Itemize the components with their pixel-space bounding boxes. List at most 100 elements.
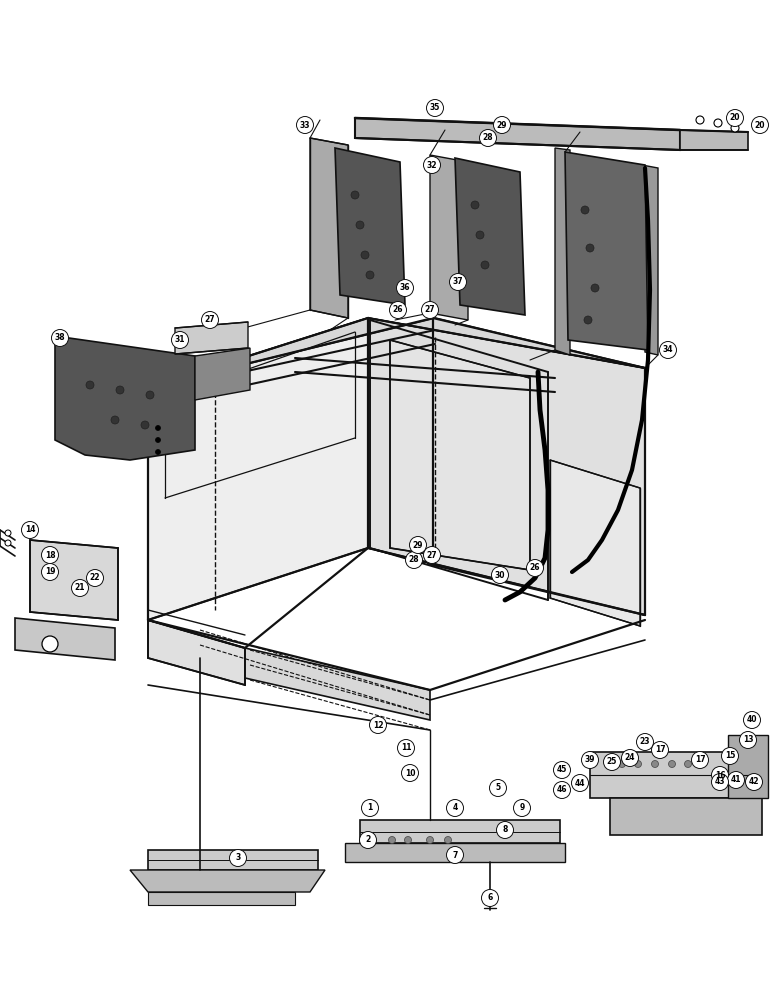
Polygon shape [430,155,468,320]
Polygon shape [455,158,525,315]
Text: 18: 18 [45,550,56,560]
Text: 3: 3 [235,854,241,862]
Circle shape [52,330,69,347]
Circle shape [42,564,59,580]
Text: 4: 4 [452,804,458,812]
Polygon shape [642,165,658,355]
Text: 1: 1 [367,804,373,812]
Circle shape [360,832,377,848]
Circle shape [636,734,654,750]
Circle shape [726,109,743,126]
Circle shape [388,836,395,844]
Polygon shape [550,460,640,626]
Text: 9: 9 [520,804,525,812]
Text: 38: 38 [55,334,66,342]
Circle shape [449,273,466,290]
Text: 10: 10 [405,768,415,778]
Circle shape [366,271,374,279]
Text: 12: 12 [373,720,383,730]
Polygon shape [590,752,758,798]
Polygon shape [148,850,318,870]
Text: 16: 16 [715,770,725,780]
Circle shape [727,772,744,788]
Circle shape [361,251,369,259]
Circle shape [146,391,154,399]
Text: 28: 28 [408,556,419,564]
Text: 37: 37 [452,277,463,286]
Text: 7: 7 [452,850,458,859]
Circle shape [712,766,729,784]
Circle shape [155,438,161,442]
Circle shape [86,381,94,389]
Circle shape [746,774,763,790]
Circle shape [489,780,506,796]
Text: 5: 5 [496,784,500,792]
Text: 45: 45 [557,766,567,774]
Polygon shape [355,118,680,150]
Polygon shape [15,618,115,660]
Circle shape [296,116,313,133]
Text: 29: 29 [496,120,507,129]
Text: 22: 22 [90,574,100,582]
Circle shape [492,566,509,584]
Circle shape [554,782,571,798]
Circle shape [398,740,415,756]
Circle shape [42,546,59,564]
Circle shape [581,206,589,214]
Polygon shape [390,340,530,570]
Circle shape [685,760,692,768]
Circle shape [696,116,704,124]
Text: 29: 29 [413,540,423,550]
Text: 14: 14 [25,526,36,534]
Text: 33: 33 [300,120,310,129]
Polygon shape [345,843,565,862]
Circle shape [229,850,246,866]
Text: 40: 40 [747,716,757,724]
Circle shape [618,760,625,768]
Circle shape [635,760,642,768]
Circle shape [397,279,414,296]
Circle shape [446,846,463,863]
Text: 8: 8 [503,826,508,834]
Text: 34: 34 [662,346,673,355]
Polygon shape [555,148,570,355]
Circle shape [356,221,364,229]
Text: 17: 17 [655,746,665,754]
Text: 39: 39 [584,756,595,764]
Circle shape [42,636,58,652]
Circle shape [476,231,484,239]
Circle shape [652,760,659,768]
Circle shape [422,302,438,318]
Polygon shape [610,798,762,835]
Circle shape [141,421,149,429]
Circle shape [513,800,530,816]
Text: 20: 20 [730,113,740,122]
Circle shape [361,800,378,816]
Polygon shape [130,870,325,892]
Circle shape [171,332,188,349]
Polygon shape [175,322,248,354]
Text: 36: 36 [400,284,410,292]
Text: 28: 28 [482,133,493,142]
Circle shape [111,416,119,424]
Text: 20: 20 [755,120,765,129]
Text: 17: 17 [695,756,706,764]
Text: 19: 19 [45,568,56,576]
Text: 41: 41 [731,776,741,784]
Circle shape [426,836,434,844]
Circle shape [481,261,489,269]
Circle shape [446,800,463,816]
Circle shape [426,100,443,116]
Circle shape [116,386,124,394]
Circle shape [496,822,513,838]
Circle shape [401,764,418,782]
Circle shape [659,342,676,359]
Text: 24: 24 [625,754,635,762]
Circle shape [482,890,499,906]
Text: 15: 15 [725,752,735,760]
Text: 2: 2 [365,836,371,844]
Circle shape [722,748,739,764]
Polygon shape [55,336,195,460]
Circle shape [5,540,11,546]
Circle shape [692,752,709,768]
